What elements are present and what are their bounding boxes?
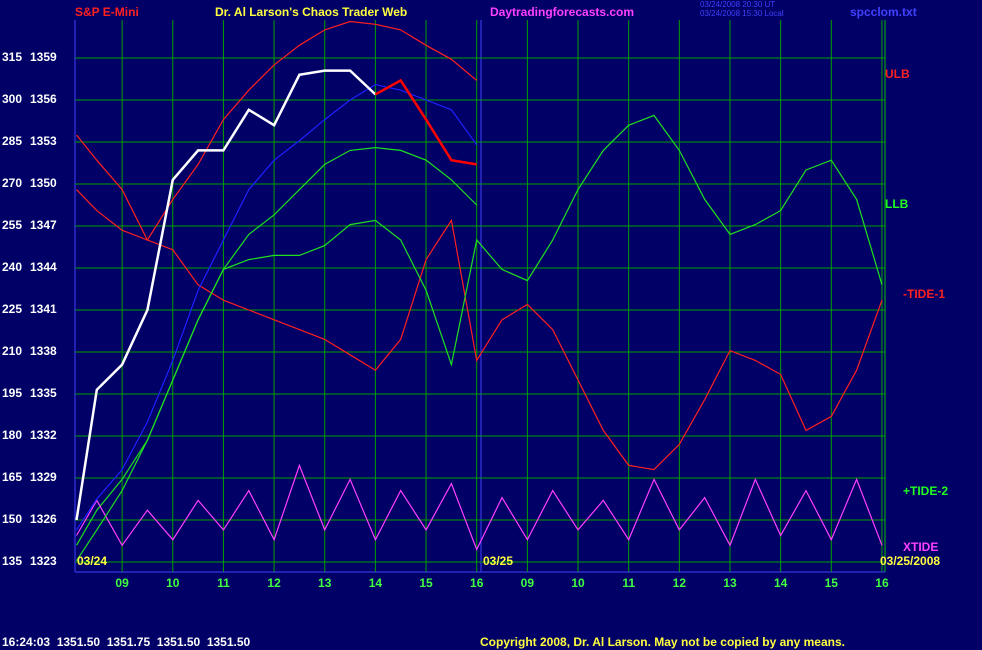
series-line	[75, 463, 883, 552]
file-name: spcclom.txt	[850, 5, 917, 19]
x-tick-label: 16	[470, 576, 484, 590]
x-tick-label: 12	[267, 576, 281, 590]
y2-tick-label: 315	[2, 50, 22, 64]
status-line: 16:24:03 1351.50 1351.75 1351.50 1351.50	[2, 635, 251, 649]
y2-tick-label: 150	[2, 512, 22, 526]
x-tick-label: 09	[521, 576, 535, 590]
y2-tick-label: 270	[2, 176, 22, 190]
annotation: LLB	[885, 197, 909, 211]
y-tick-label: 1347	[30, 218, 57, 232]
x-tick-label: 13	[318, 576, 332, 590]
y-tick-label: 1344	[30, 260, 57, 274]
site: Daytradingforecasts.com	[490, 5, 634, 19]
series-line	[75, 69, 377, 521]
y-tick-label: 1356	[30, 92, 57, 106]
x-tick-label: 15	[825, 576, 839, 590]
timestamp: 03/24/2008 20:30 UT	[700, 0, 775, 9]
y2-tick-label: 285	[2, 134, 22, 148]
date-label: 03/25/2008	[880, 554, 940, 568]
x-tick-label: 16	[875, 576, 889, 590]
y-tick-label: 1326	[30, 512, 57, 526]
y-tick-label: 1338	[30, 344, 57, 358]
y-tick-label: 1332	[30, 428, 57, 442]
series-line	[374, 78, 477, 166]
copyright: Copyright 2008, Dr. Al Larson. May not b…	[480, 635, 845, 649]
y-tick-label: 1341	[30, 302, 57, 316]
y-tick-label: 1353	[30, 134, 57, 148]
y2-tick-label: 300	[2, 92, 22, 106]
y2-tick-label: 165	[2, 470, 22, 484]
x-tick-label: 14	[774, 576, 788, 590]
y2-tick-label: 180	[2, 428, 22, 442]
annotation: XTIDE	[903, 540, 938, 554]
annotation: +TIDE-2	[903, 484, 948, 498]
y2-tick-label: 225	[2, 302, 22, 316]
x-tick-label: 10	[166, 576, 180, 590]
x-tick-label: 15	[419, 576, 433, 590]
y-tick-label: 1323	[30, 554, 57, 568]
y-tick-label: 1359	[30, 50, 57, 64]
timestamp: 03/24/2008 15:30 Local	[700, 9, 784, 18]
x-tick-label: 11	[622, 576, 635, 590]
subtitle: Dr. Al Larson's Chaos Trader Web	[215, 5, 407, 19]
y2-tick-label: 195	[2, 386, 22, 400]
date-label: 03/25	[483, 554, 513, 568]
x-tick-label: 13	[723, 576, 737, 590]
x-tick-label: 14	[369, 576, 383, 590]
y-tick-label: 1335	[30, 386, 57, 400]
series-line	[75, 146, 478, 562]
chart-title: S&P E-Mini	[75, 5, 139, 19]
y2-tick-label: 255	[2, 218, 22, 232]
annotation: -TIDE-1	[903, 287, 945, 301]
series-line	[76, 189, 883, 471]
series-line	[76, 20, 478, 242]
annotation: ULB	[885, 67, 910, 81]
y-tick-label: 1350	[30, 176, 57, 190]
y-tick-label: 1329	[30, 470, 57, 484]
x-tick-label: 09	[115, 576, 129, 590]
y2-tick-label: 210	[2, 344, 22, 358]
y2-tick-label: 135	[2, 554, 22, 568]
x-tick-label: 10	[571, 576, 585, 590]
date-label: 03/24	[77, 554, 107, 568]
x-tick-label: 11	[217, 576, 230, 590]
x-tick-label: 12	[673, 576, 687, 590]
y2-tick-label: 240	[2, 260, 22, 274]
plot	[75, 20, 885, 572]
